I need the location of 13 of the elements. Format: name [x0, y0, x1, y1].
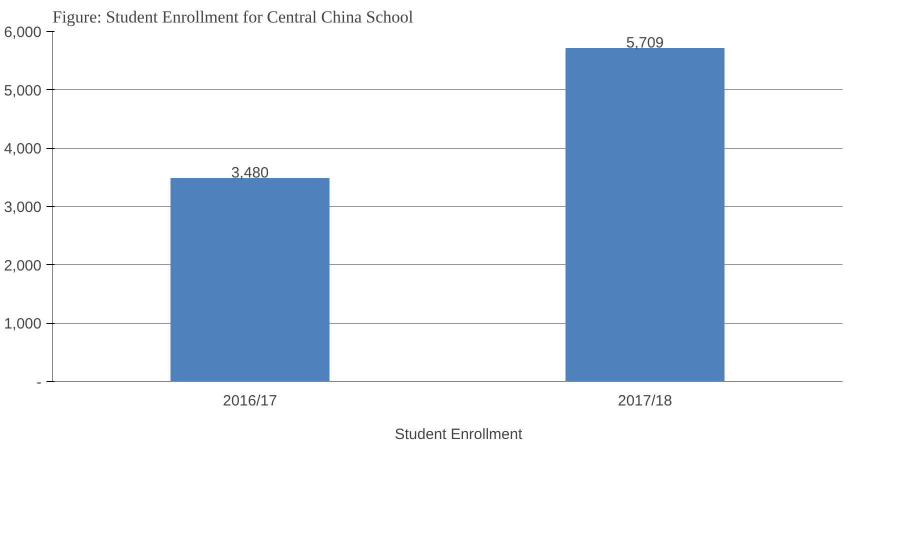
data-label: 3,480	[231, 164, 269, 182]
x-tick-label: 2016/17	[222, 392, 278, 410]
y-tick-label: 3,000	[4, 199, 42, 216]
y-tick-label: -	[36, 374, 42, 391]
y-tick-label: 4,000	[4, 140, 42, 158]
x-tick-label: 2017/18	[618, 392, 672, 410]
y-tick-label: 5,000	[4, 82, 42, 100]
data-label: 5,709	[626, 34, 664, 52]
text: Student Enrollment	[394, 426, 522, 443]
y-tick-label: 2,000	[4, 257, 42, 274]
chart-title: Figure: Student Enrollment for Central China School	[52, 8, 414, 26]
y-tick-label: 6,000	[4, 24, 42, 41]
y-tick-label: 1,000	[4, 316, 42, 333]
